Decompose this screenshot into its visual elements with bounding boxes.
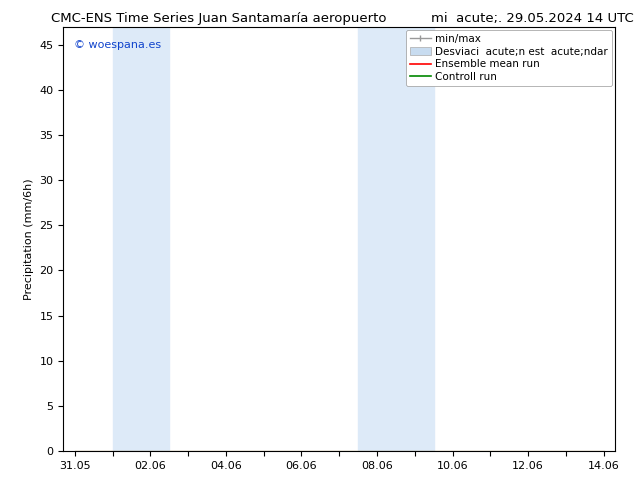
Y-axis label: Precipitation (mm/6h): Precipitation (mm/6h): [24, 178, 34, 300]
Text: mi  acute;. 29.05.2024 14 UTC: mi acute;. 29.05.2024 14 UTC: [431, 12, 634, 25]
Bar: [358, 27, 434, 451]
Text: © woespana.es: © woespana.es: [74, 40, 162, 49]
Legend: min/max, Desviaci  acute;n est  acute;ndar, Ensemble mean run, Controll run: min/max, Desviaci acute;n est acute;ndar…: [406, 30, 612, 86]
Bar: [112, 27, 169, 451]
Text: CMC-ENS Time Series Juan Santamaría aeropuerto: CMC-ENS Time Series Juan Santamaría aero…: [51, 12, 386, 25]
